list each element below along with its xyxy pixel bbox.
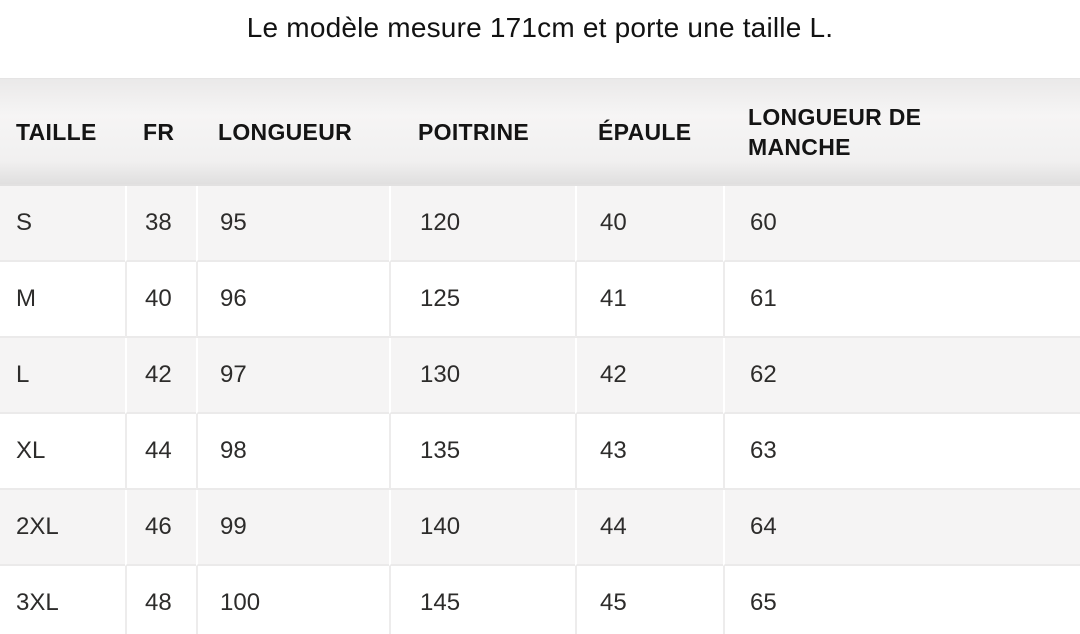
table-cell: 130	[389, 338, 575, 414]
table-cell: 3XL	[0, 566, 125, 634]
model-size-note: Le modèle mesure 171cm et porte une tail…	[246, 12, 834, 43]
size-chart-header: TAILLE FR LONGUEUR POITRINE ÉPAULE LONGU…	[0, 78, 1080, 186]
table-cell: 42	[575, 338, 723, 414]
size-chart-table: TAILLE FR LONGUEUR POITRINE ÉPAULE LONGU…	[0, 78, 1080, 634]
table-cell: 62	[723, 338, 1080, 414]
column-header-fr: FR	[125, 78, 196, 186]
column-header-label: ÉPAULE	[598, 118, 692, 145]
table-cell: 43	[575, 414, 723, 490]
table-row-2xl: 2XL 46 99 140 44 64	[0, 490, 1080, 566]
table-cell: 46	[125, 490, 196, 566]
table-cell: 65	[723, 566, 1080, 634]
table-cell: S	[0, 186, 125, 262]
column-header-label: TAILLE	[16, 118, 97, 145]
table-cell: 95	[196, 186, 389, 262]
table-cell: 48	[125, 566, 196, 634]
table-cell: XL	[0, 414, 125, 490]
table-cell: 140	[389, 490, 575, 566]
column-header-poitrine: POITRINE	[389, 78, 575, 186]
table-cell: 44	[575, 490, 723, 566]
column-header-label: POITRINE	[418, 118, 530, 145]
table-cell: 41	[575, 262, 723, 338]
table-row-m: M 40 96 125 41 61	[0, 262, 1080, 338]
table-cell: 120	[389, 186, 575, 262]
table-cell: 135	[389, 414, 575, 490]
table-cell: 125	[389, 262, 575, 338]
table-row-s: S 38 95 120 40 60	[0, 186, 1080, 262]
table-cell: 100	[196, 566, 389, 634]
column-header-longueur-de-manche: LONGUEUR DE MANCHE	[723, 78, 1080, 186]
column-header-label: FR	[143, 118, 175, 145]
table-cell: 64	[723, 490, 1080, 566]
column-header-epaule: ÉPAULE	[575, 78, 723, 186]
table-cell: L	[0, 338, 125, 414]
column-header-label: LONGUEUR	[218, 118, 353, 145]
table-cell: 97	[196, 338, 389, 414]
column-header-longueur: LONGUEUR	[196, 78, 389, 186]
table-cell: 40	[125, 262, 196, 338]
table-cell: 60	[723, 186, 1080, 262]
table-cell: 98	[196, 414, 389, 490]
table-row-xl: XL 44 98 135 43 63	[0, 414, 1080, 490]
table-row-l: L 42 97 130 42 62	[0, 338, 1080, 414]
table-cell: 96	[196, 262, 389, 338]
table-cell: 40	[575, 186, 723, 262]
column-header-label: LONGUEUR DE MANCHE	[748, 103, 922, 160]
table-cell: 38	[125, 186, 196, 262]
table-row-3xl: 3XL 48 100 145 45 65	[0, 566, 1080, 634]
table-cell: 99	[196, 490, 389, 566]
table-cell: M	[0, 262, 125, 338]
table-cell: 145	[389, 566, 575, 634]
table-cell: 2XL	[0, 490, 125, 566]
table-cell: 44	[125, 414, 196, 490]
column-header-taille: TAILLE	[0, 78, 125, 186]
size-table-body: S 38 95 120 40 60 M 40 96 125 41 61 L 42 97 130 42 62 XL 44…	[0, 186, 1080, 634]
table-cell: 63	[723, 414, 1080, 490]
table-cell: 45	[575, 566, 723, 634]
table-cell: 42	[125, 338, 196, 414]
table-cell: 61	[723, 262, 1080, 338]
